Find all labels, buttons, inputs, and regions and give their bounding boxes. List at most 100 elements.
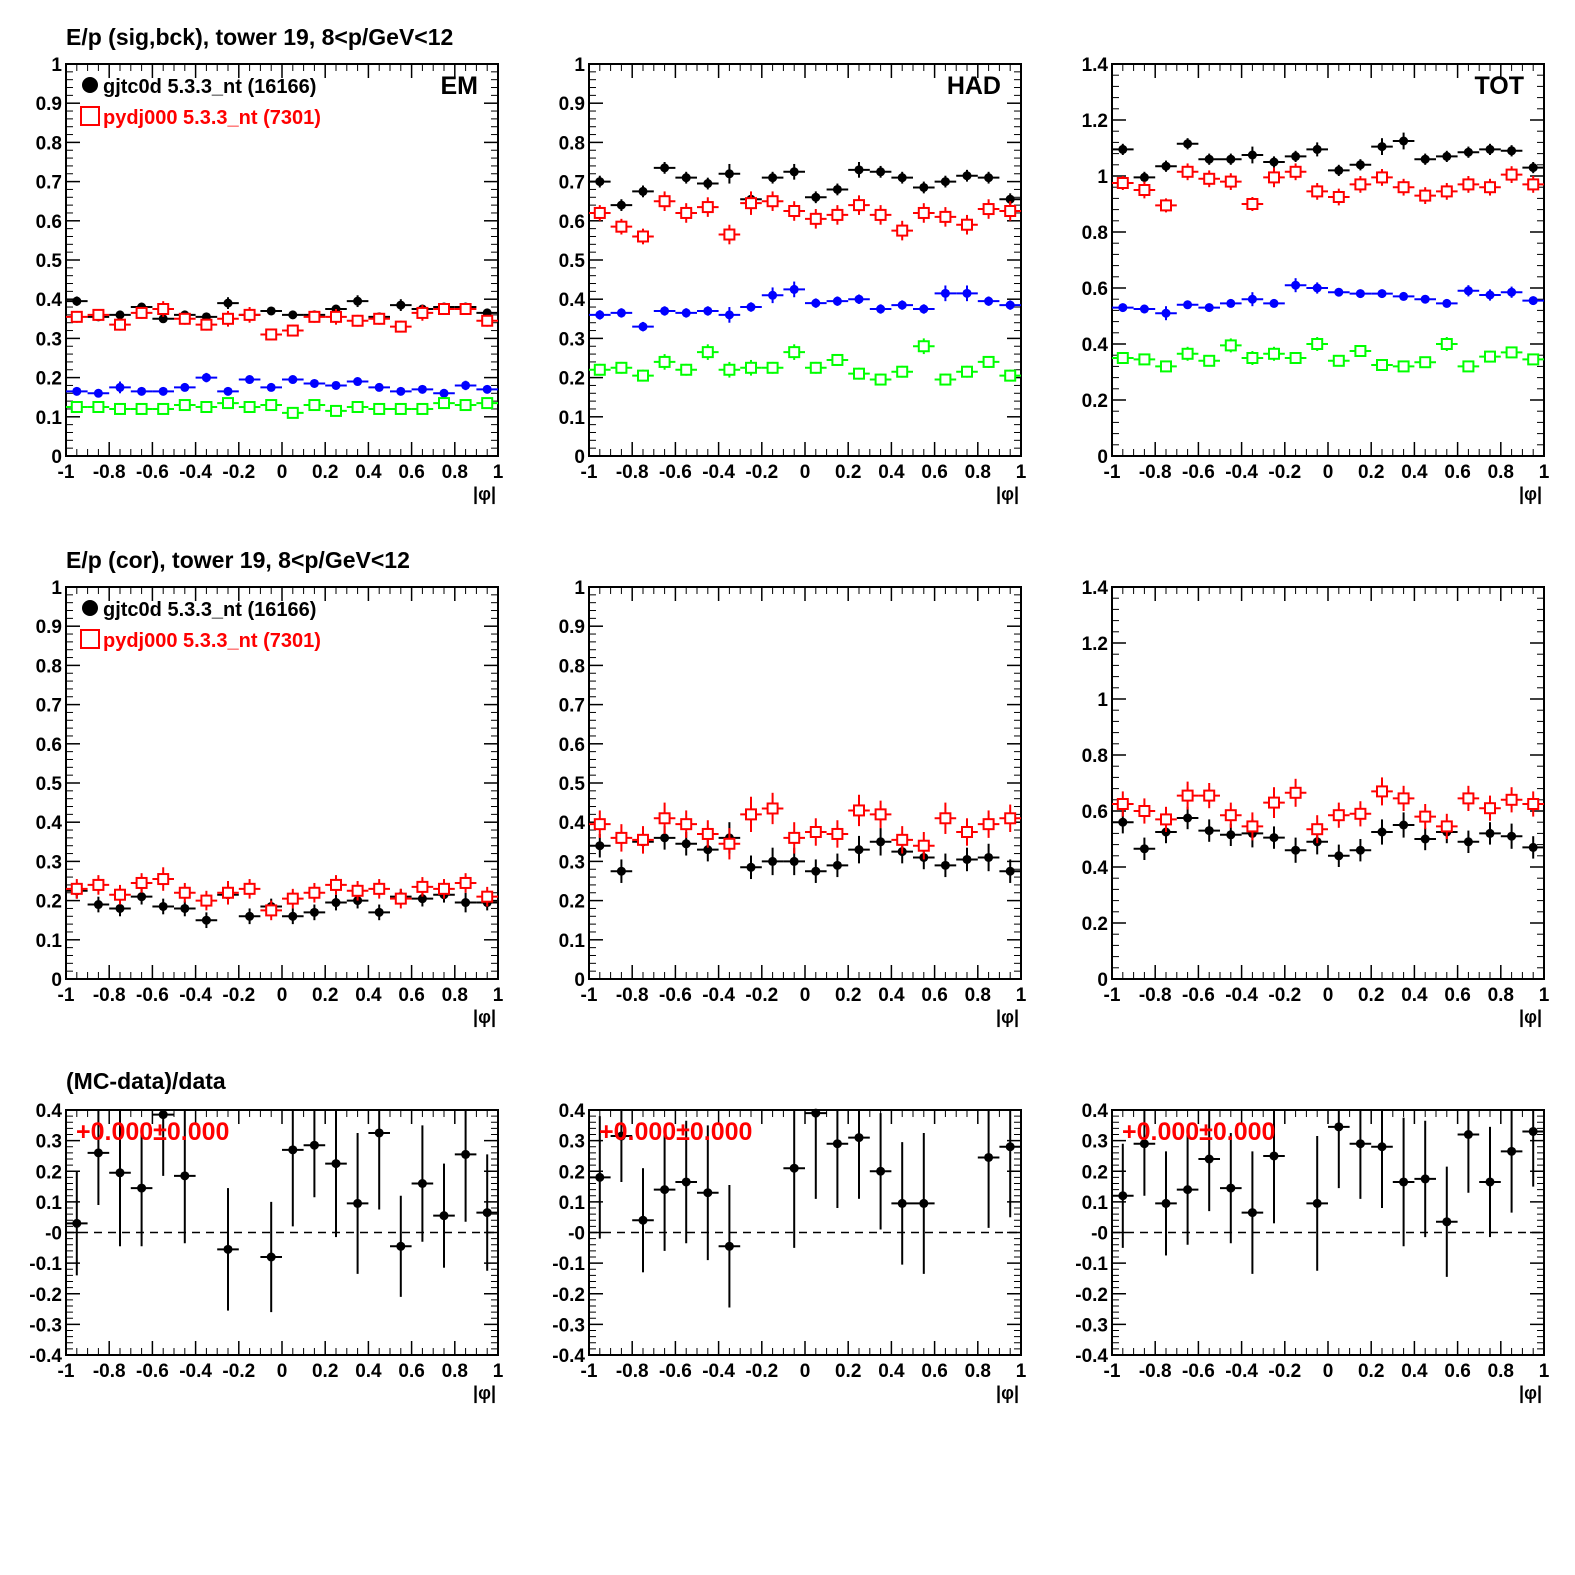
open-square-marker	[308, 886, 321, 899]
data-point	[675, 363, 697, 376]
filled-circle-marker	[1377, 827, 1387, 837]
open-square-marker	[1004, 369, 1017, 382]
filled-circle-marker	[461, 898, 471, 908]
data-point	[848, 1110, 870, 1199]
filled-circle-marker	[595, 841, 605, 851]
x-tick-label: -1	[58, 462, 75, 483]
filled-circle-marker	[919, 182, 929, 192]
x-tick-label: 0.4	[1401, 462, 1428, 483]
data-point	[1284, 352, 1307, 364]
filled-circle-marker	[1485, 1177, 1495, 1187]
open-square-marker	[809, 361, 822, 374]
data-point	[174, 900, 196, 917]
x-tick-label: 0	[800, 1361, 811, 1382]
filled-circle-marker	[1204, 1154, 1214, 1164]
data-point	[282, 310, 304, 320]
data-point	[1414, 356, 1436, 369]
data-point	[282, 324, 304, 337]
x-tick-label: 0	[277, 1361, 288, 1382]
filled-circle-marker	[374, 907, 384, 917]
filled-circle-marker	[1005, 194, 1015, 204]
y-tick-label: 0.4	[36, 1101, 63, 1122]
filled-circle-marker	[1161, 308, 1171, 318]
filled-circle-marker	[1463, 837, 1473, 847]
x-tick-label: 0.2	[1358, 985, 1384, 1006]
filled-circle-marker	[1269, 298, 1279, 308]
filled-circle-marker	[1312, 144, 1322, 154]
y-tick-label: -0.1	[29, 1254, 62, 1275]
x-tick-label: 0.8	[1488, 1361, 1514, 1382]
open-square-marker	[373, 882, 386, 895]
data-point	[66, 386, 88, 396]
open-square-marker	[135, 402, 148, 415]
filled-circle-marker	[72, 1218, 82, 1228]
panel-r1c2: 00.10.20.30.40.50.60.70.80.91-1 -0.8 -0.6-…	[559, 55, 1027, 504]
filled-circle-marker	[309, 378, 319, 388]
data-point	[761, 792, 784, 825]
open-square-marker	[701, 346, 714, 359]
data-point	[1155, 160, 1177, 172]
open-square-marker	[265, 904, 278, 917]
open-square-marker	[1138, 805, 1151, 817]
filled-circle-marker	[1507, 287, 1517, 297]
legend-data-marker	[82, 600, 98, 616]
filled-circle-marker	[115, 903, 125, 913]
open-square-marker	[1138, 184, 1151, 196]
open-square-marker	[917, 839, 930, 852]
data-point	[238, 307, 261, 323]
filled-circle-marker	[1399, 1177, 1409, 1187]
data-point	[433, 879, 455, 899]
open-square-marker	[70, 310, 83, 323]
x-axis-label: |φ|	[1519, 484, 1542, 504]
x-tick-label: -0.2	[222, 462, 255, 483]
data-point	[260, 1201, 282, 1313]
y-tick-label: 0.2	[559, 369, 585, 390]
y-tick-label: -0.4	[1075, 1346, 1108, 1367]
y-tick-label: 0.3	[559, 1132, 585, 1153]
x-tick-label: 0.8	[1488, 985, 1514, 1006]
data-point	[999, 201, 1021, 221]
data-point	[869, 304, 892, 314]
filled-circle-marker	[1204, 154, 1214, 164]
data-point	[1522, 791, 1544, 817]
data-point	[1500, 145, 1523, 157]
data-point	[1414, 187, 1436, 204]
open-square-marker	[745, 197, 757, 210]
y-tick-label: 0	[1097, 970, 1108, 991]
data-point	[1133, 837, 1156, 860]
y-tick-label: 1	[1097, 690, 1108, 711]
open-square-marker	[1268, 796, 1280, 809]
data-point	[454, 380, 477, 391]
x-tick-label: 0.6	[398, 462, 424, 483]
data-point	[1500, 286, 1523, 298]
open-square-marker	[92, 401, 105, 413]
open-square-marker	[351, 884, 364, 897]
filled-circle-marker	[374, 1128, 384, 1138]
filled-circle-marker	[266, 1252, 276, 1262]
data-point	[826, 205, 849, 225]
data-point	[848, 794, 870, 827]
data-point	[1479, 289, 1501, 301]
data-point	[1392, 360, 1415, 373]
data-point	[589, 1116, 611, 1239]
data-point	[282, 908, 304, 925]
filled-circle-marker	[681, 173, 691, 183]
y-tick-label: 0.1	[36, 1193, 63, 1214]
data-point	[1414, 1120, 1436, 1238]
y-tick-label: -0.2	[29, 1285, 62, 1306]
x-tick-label: 1	[1016, 985, 1027, 1006]
data-point	[282, 406, 304, 419]
data-point	[1392, 1117, 1415, 1247]
filled-circle-marker	[1334, 1122, 1344, 1132]
open-square-marker	[1397, 181, 1410, 194]
filled-circle-marker	[962, 854, 972, 864]
data-point	[697, 197, 719, 217]
filled-circle-marker	[1528, 163, 1538, 173]
data-point	[675, 810, 697, 838]
data-point	[826, 296, 849, 306]
y-tick-label: 0.1	[1082, 1193, 1109, 1214]
x-tick-label: -1	[1104, 1361, 1121, 1382]
data-point	[1263, 156, 1285, 168]
filled-circle-marker	[1355, 845, 1365, 855]
data-point	[1349, 1110, 1372, 1199]
